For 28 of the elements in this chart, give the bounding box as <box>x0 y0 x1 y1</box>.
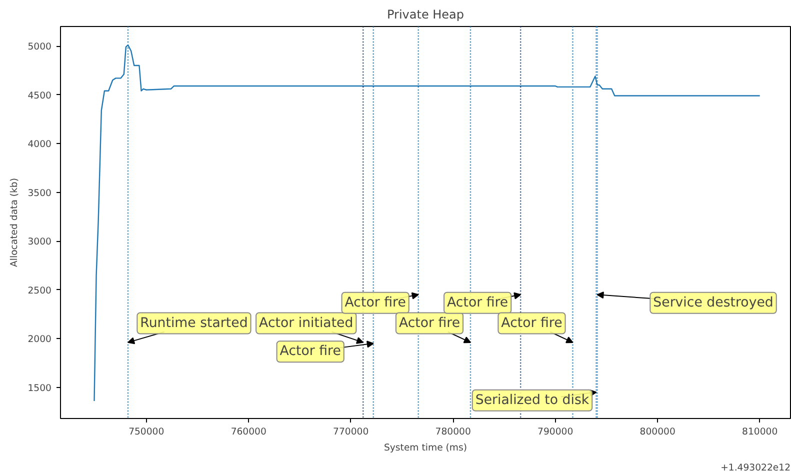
y-tick-label: 1500 <box>28 382 52 394</box>
y-tick-label: 4000 <box>28 139 52 150</box>
x-axis-title: System time (ms) <box>384 442 468 454</box>
x-tick-label: 810000 <box>742 426 778 438</box>
x-tick-label: 770000 <box>333 426 369 438</box>
y-tick-label: 2000 <box>28 334 52 346</box>
x-tick-label: 800000 <box>640 426 676 438</box>
x-tick-label: 790000 <box>538 426 574 438</box>
annotation: Actor fire <box>344 295 406 310</box>
annotation: Serialized to disk <box>475 392 590 408</box>
x-tick-label: 760000 <box>230 426 266 438</box>
y-tick-label: 5000 <box>28 42 52 52</box>
annotation: Actor fire <box>398 316 460 331</box>
annotation: Actor fire <box>280 344 341 360</box>
annotation: Runtime started <box>140 316 248 331</box>
annotation: Actor fire <box>447 295 508 310</box>
annotation: Actor initiated <box>259 316 354 331</box>
y-tick-label: 3500 <box>28 188 52 199</box>
text: +1.493022e12 <box>720 462 791 474</box>
annotation: Service destroyed <box>653 295 774 310</box>
y-tick-label: 2500 <box>28 285 52 296</box>
chart-title: Private Heap <box>386 8 464 22</box>
y-tick-label: 4500 <box>28 90 52 102</box>
annotation: Actor fire <box>501 316 562 331</box>
x-tick-label: 780000 <box>435 426 471 438</box>
x-tick-label: 750000 <box>128 426 164 438</box>
y-tick-label: 3000 <box>28 236 52 248</box>
y-axis-title: Allocated data (kb) <box>8 178 20 267</box>
